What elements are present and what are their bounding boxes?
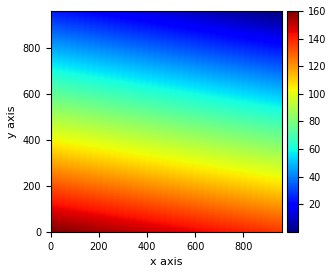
- X-axis label: x axis: x axis: [150, 257, 182, 267]
- Y-axis label: y axis: y axis: [7, 105, 17, 138]
